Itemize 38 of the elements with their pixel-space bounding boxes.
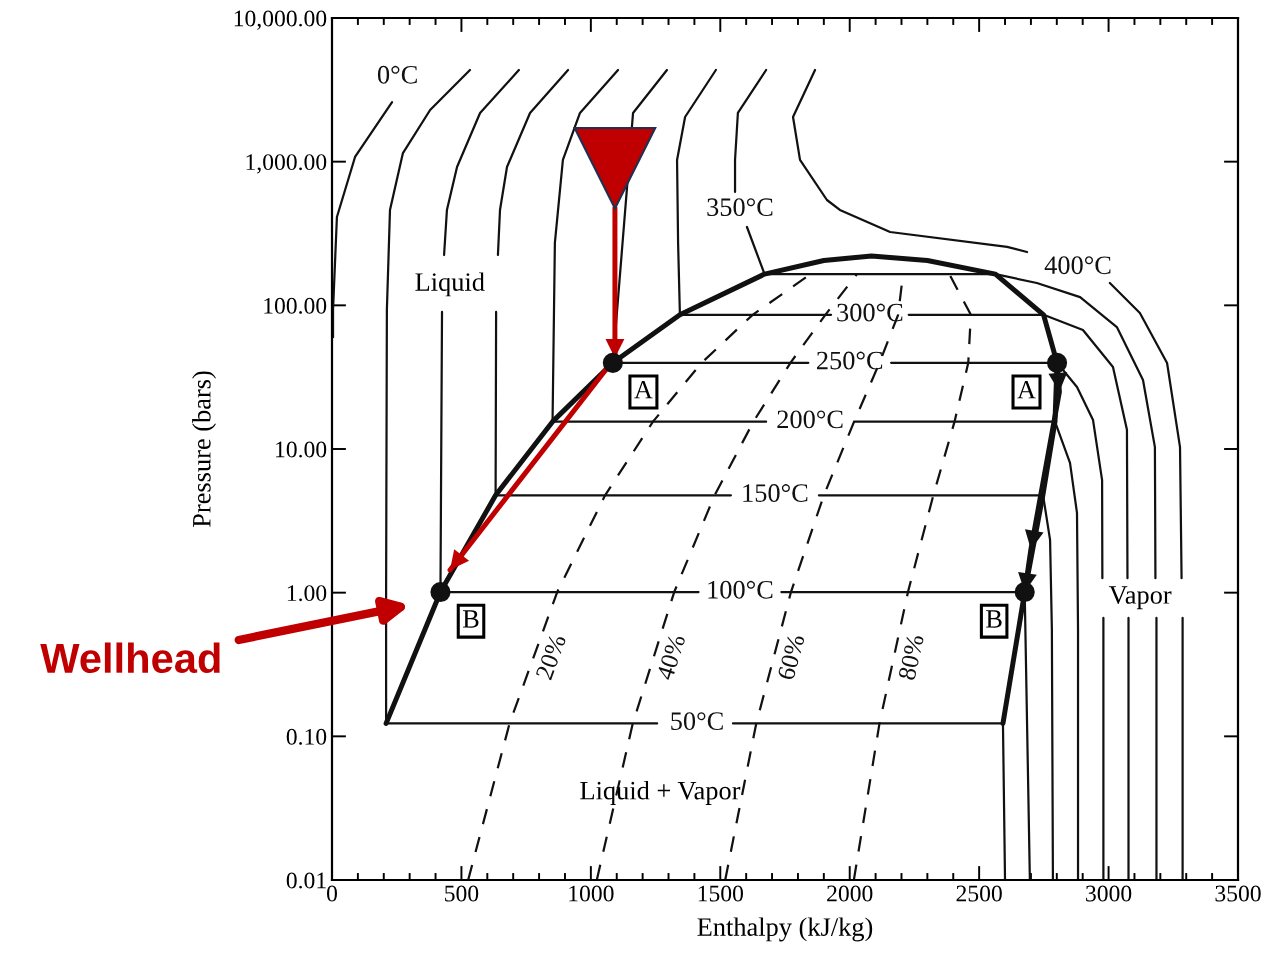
x-tick-label: 3000 [1086,885,1132,902]
y-tick-label: 0.10 [286,728,327,745]
text: 60% [777,633,805,681]
series-label: 400°C [1044,256,1111,275]
annotation: Liquid [415,272,485,297]
text: Wellhead [40,642,220,674]
y-axis-title: Pressure (bars) [192,371,217,528]
x-tick-label: 2500 [956,885,1002,902]
text: 40% [656,633,686,682]
text: 20% [535,633,567,681]
x-tick-label: 2000 [827,885,873,902]
annotation: B [462,610,479,628]
x-tick-label: 1500 [698,885,743,902]
annotation: B [986,610,1002,628]
y-tick-label: 10.00 [276,441,327,458]
series-label: 200°C [777,410,843,429]
annotation: A [1017,380,1036,399]
series-label: 0°C [377,65,417,84]
annotation: A [634,380,653,399]
x-tick-label: 3500 [1215,885,1261,902]
x-axis-title: Enthalpy (kJ/kg) [697,917,873,942]
series-label: 50°C [671,712,723,731]
series-label: 150°C [743,484,808,502]
series-label: 100°C [708,580,773,599]
annotation: Vapor [1108,586,1172,610]
text: 80% [898,633,925,681]
y-tick-label: 1.00 [287,585,327,602]
y-tick-label: 100.00 [264,297,327,314]
x-tick-label: 1000 [569,885,614,902]
y-tick-label: 0.01 [286,872,326,889]
y-tick-label: 1,000.00 [246,154,327,174]
series-label: 350°C [707,198,773,217]
series-label: 250°C [817,351,883,370]
x-tick-label: 500 [445,885,479,902]
y-tick-label: 10,000.00 [234,10,327,30]
x-tick-label: 0 [327,885,337,902]
series-label: 300°C [837,303,903,322]
annotation: Liquid + Vapor [580,780,741,805]
